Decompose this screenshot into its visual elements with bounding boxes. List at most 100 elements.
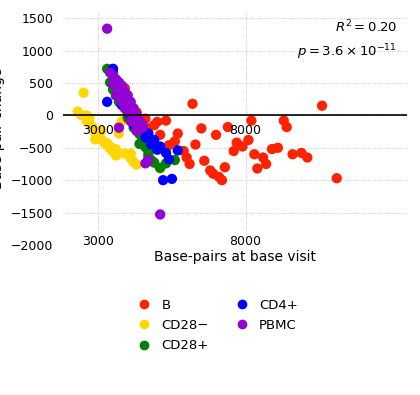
Point [133,124,140,131]
Point [281,117,287,124]
Point [121,103,128,109]
Point [130,105,137,111]
Point [118,92,125,98]
Point [116,123,122,130]
Point [284,124,290,130]
Point [180,148,187,154]
Point [133,162,140,168]
Point [80,90,87,96]
Point [168,176,175,182]
Text: 3000: 3000 [82,124,114,137]
Point [121,105,128,111]
Point [121,150,128,157]
Point [107,79,113,86]
Point [157,165,163,171]
Point [139,121,146,128]
Point [130,121,137,128]
Point [148,157,155,163]
Point [127,102,134,108]
Point [92,130,99,136]
Point [251,151,258,158]
Point [142,115,149,122]
Point [157,132,163,138]
Point [104,66,110,72]
Point [201,158,207,164]
Point [107,145,113,152]
Point [142,137,149,144]
Point [107,143,113,150]
Point [124,109,131,115]
Point [165,156,172,163]
Point [124,101,131,107]
Point [130,118,137,124]
Point [145,157,152,163]
Point [113,76,119,82]
Point [124,108,131,115]
Point [165,142,172,149]
Point [104,26,110,32]
Point [174,147,181,154]
Point [130,124,137,131]
Point [89,124,96,130]
Point [269,146,276,152]
Point [127,155,134,161]
Point [92,136,99,143]
Point [171,157,178,163]
Point [142,134,149,141]
Point [239,143,246,150]
Point [124,92,131,98]
Point [116,99,122,105]
Point [230,148,237,154]
Point [145,125,152,132]
Point [98,136,105,143]
Point [110,66,116,72]
Point [136,131,143,137]
Point [127,105,134,111]
Point [116,92,122,98]
Point [104,142,110,149]
Point [174,130,181,137]
Point [98,127,105,134]
Point [86,120,93,126]
Point [224,124,231,130]
Point [130,119,137,126]
Point [110,70,116,76]
Point [121,105,128,111]
Point [116,124,122,131]
Point [148,141,155,148]
Point [142,144,149,150]
Text: 8000: 8000 [229,235,262,248]
Point [127,150,134,157]
Point [133,128,140,134]
Point [289,151,296,158]
Legend: B, CD28−, CD28+, CD4+, PBMC: B, CD28−, CD28+, CD4+, PBMC [126,293,303,357]
Point [77,112,84,118]
Point [248,117,255,124]
Point [121,89,128,95]
Point [151,160,158,166]
Point [136,118,143,124]
Text: 3000: 3000 [82,235,114,248]
Point [304,154,311,161]
Point [142,143,149,150]
Point [133,118,140,124]
Point [163,117,169,124]
Point [110,149,116,155]
Point [136,141,143,147]
Point [124,99,131,105]
Point [157,211,163,218]
Point [118,90,125,97]
Point [171,138,178,145]
Point [139,137,146,144]
Point [104,99,110,105]
Point [210,171,216,177]
Point [110,81,116,88]
Point [145,130,152,137]
Point [133,115,140,121]
Point [139,124,146,130]
Point [154,147,160,153]
Point [121,85,128,91]
Point [263,161,270,167]
Text: $R^2 = 0.20$
$p = 3.6 \times 10^{-11}$: $R^2 = 0.20$ $p = 3.6 \times 10^{-11}$ [297,19,397,62]
Point [139,133,146,139]
